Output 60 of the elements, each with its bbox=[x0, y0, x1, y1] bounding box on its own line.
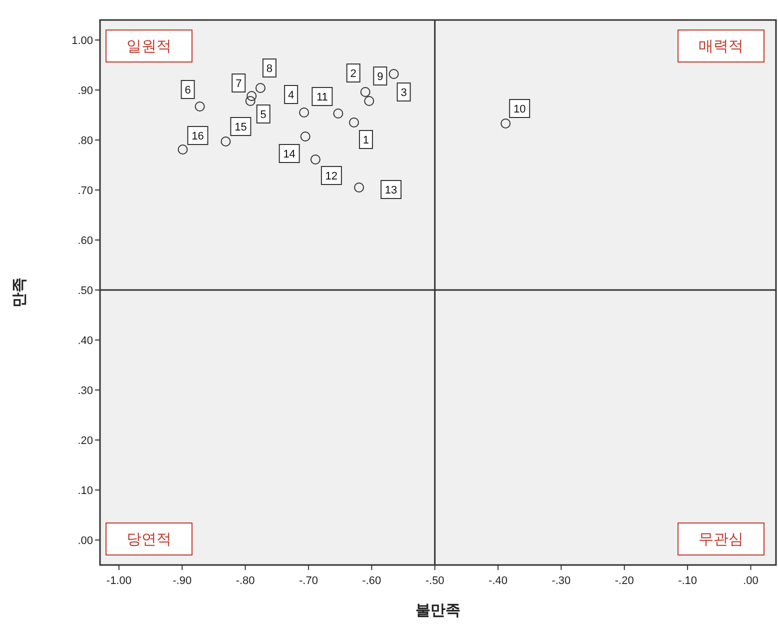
x-tick-label: -.70 bbox=[299, 575, 318, 587]
annotation: 당연적 bbox=[126, 531, 172, 548]
point bbox=[310, 154, 320, 164]
annotation: 5 bbox=[260, 109, 266, 121]
annotation: 4 bbox=[288, 90, 294, 102]
annotation: 13 bbox=[384, 184, 398, 196]
x-tick-label: -.60 bbox=[362, 575, 382, 587]
y-tick-label: .70 bbox=[78, 185, 93, 197]
annotation: 9 bbox=[377, 71, 384, 83]
x-tick-label: -1.00 bbox=[106, 575, 132, 587]
annotation: 15 bbox=[234, 122, 247, 134]
point bbox=[299, 108, 310, 118]
y-tick-label: 1.00 bbox=[72, 35, 93, 47]
point bbox=[255, 83, 266, 93]
annotation: 1 bbox=[362, 134, 370, 146]
annotation: 3 bbox=[400, 87, 407, 99]
y-tick-label: .80 bbox=[78, 135, 93, 147]
y-tick-label: .60 bbox=[78, 235, 93, 247]
point bbox=[348, 118, 359, 128]
point bbox=[364, 96, 374, 106]
x-tick-label: -.30 bbox=[552, 575, 571, 587]
point bbox=[360, 87, 370, 97]
y-tick-label: .00 bbox=[78, 535, 93, 547]
point bbox=[388, 69, 399, 79]
point bbox=[300, 132, 310, 142]
point bbox=[500, 118, 511, 128]
y-tick-label: .50 bbox=[78, 285, 93, 297]
y-axis-title: 만족 bbox=[11, 278, 28, 308]
annotation: 6 bbox=[184, 84, 191, 96]
annotation: 11 bbox=[316, 92, 328, 104]
annotation: 16 bbox=[192, 130, 204, 142]
x-tick-label: -.20 bbox=[614, 575, 634, 587]
x-tick-label: -.90 bbox=[172, 575, 192, 587]
point bbox=[333, 108, 344, 118]
y-tick-label: .30 bbox=[78, 385, 93, 397]
annotation: 12 bbox=[325, 170, 338, 182]
x-tick-label: .00 bbox=[743, 575, 758, 587]
annotation: 일원적 bbox=[126, 38, 172, 55]
annotation: 10 bbox=[513, 104, 526, 116]
annotation: 매력적 bbox=[698, 38, 744, 55]
point bbox=[245, 96, 256, 106]
y-tick-label: .40 bbox=[78, 335, 93, 347]
annotation: 무관심 bbox=[698, 531, 744, 548]
x-tick-label: -.10 bbox=[678, 575, 698, 587]
x-tick-label: -.50 bbox=[425, 575, 444, 587]
point bbox=[194, 102, 205, 112]
x-axis-title: 불만족 bbox=[416, 602, 460, 619]
point bbox=[178, 144, 188, 154]
x-tick-label: -.40 bbox=[488, 575, 508, 587]
annotation: 2 bbox=[350, 68, 356, 80]
annotation: 14 bbox=[283, 148, 296, 160]
y-tick-label: .90 bbox=[78, 85, 93, 97]
point bbox=[220, 136, 231, 146]
point bbox=[354, 182, 364, 192]
y-tick-label: .10 bbox=[78, 485, 93, 497]
annotation: 8 bbox=[266, 63, 273, 75]
x-tick-label: -.80 bbox=[236, 575, 255, 587]
point bbox=[246, 91, 257, 101]
y-tick-label: .20 bbox=[78, 435, 93, 447]
annotation: 7 bbox=[236, 78, 242, 90]
